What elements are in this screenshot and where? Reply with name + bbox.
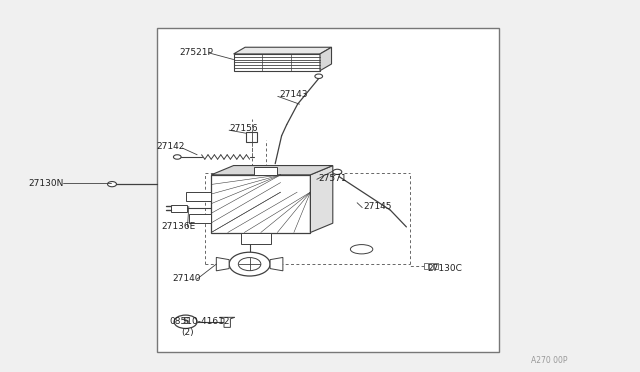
Text: 08510-41612: 08510-41612 xyxy=(170,317,230,326)
Polygon shape xyxy=(270,257,283,271)
Polygon shape xyxy=(216,257,229,271)
Polygon shape xyxy=(234,47,332,54)
Text: 27143: 27143 xyxy=(280,90,308,99)
Polygon shape xyxy=(220,317,235,327)
Text: 27130N: 27130N xyxy=(29,179,64,187)
Polygon shape xyxy=(310,166,333,232)
Text: 27571: 27571 xyxy=(319,174,348,183)
Bar xyxy=(157,28,499,352)
Circle shape xyxy=(108,182,116,187)
Bar xyxy=(211,175,310,232)
Polygon shape xyxy=(234,54,320,71)
Text: 27521P: 27521P xyxy=(179,48,213,57)
Bar xyxy=(246,132,257,142)
Polygon shape xyxy=(211,166,333,175)
Circle shape xyxy=(333,169,342,174)
Polygon shape xyxy=(320,47,332,71)
Text: 27142: 27142 xyxy=(157,142,185,151)
Text: S: S xyxy=(182,317,189,326)
Circle shape xyxy=(173,155,181,159)
Polygon shape xyxy=(186,192,211,201)
Text: 27140: 27140 xyxy=(173,274,202,283)
Text: 27145: 27145 xyxy=(364,202,392,211)
Text: A270 00P: A270 00P xyxy=(531,356,568,365)
Bar xyxy=(424,263,428,269)
Ellipse shape xyxy=(351,245,372,254)
Bar xyxy=(254,167,277,175)
Text: 27130C: 27130C xyxy=(428,264,462,273)
Bar xyxy=(241,232,271,244)
Circle shape xyxy=(174,315,197,328)
Polygon shape xyxy=(189,214,211,222)
Bar xyxy=(434,263,438,269)
Text: 27156: 27156 xyxy=(229,124,258,133)
Bar xyxy=(429,263,433,269)
Text: (2): (2) xyxy=(181,328,194,337)
Bar xyxy=(171,205,187,212)
Circle shape xyxy=(315,74,323,78)
Circle shape xyxy=(229,252,270,276)
Circle shape xyxy=(238,257,261,271)
Text: 27136E: 27136E xyxy=(161,222,196,231)
